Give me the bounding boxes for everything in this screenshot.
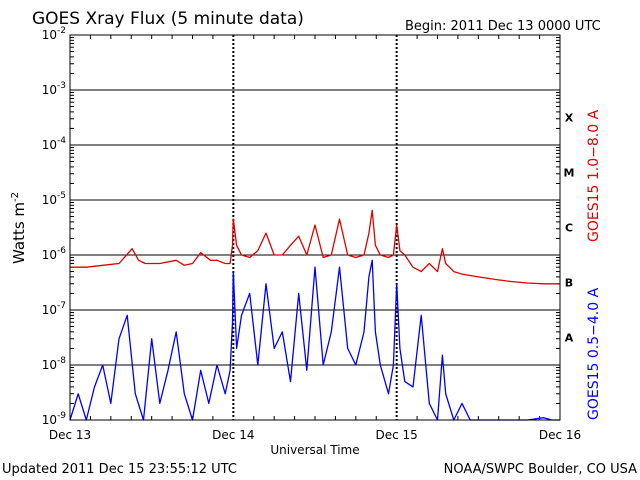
x-tick-labels: Dec 13 Dec 14 Dec 15 Dec 16	[49, 428, 581, 442]
series-lines	[69, 209, 560, 421]
y-axis-label: Watts m-2	[10, 192, 28, 264]
flare-class-label: X	[565, 112, 574, 125]
y-tick-label: 10-7	[42, 301, 66, 317]
x-axis-label: Universal Time	[270, 443, 359, 457]
x-tick-label: Dec 16	[539, 428, 581, 442]
y-tick-label: 10-3	[42, 81, 66, 97]
y-tick-label: 10-6	[42, 246, 67, 262]
x-tick-label: Dec 15	[376, 428, 418, 442]
updated-timestamp: Updated 2011 Dec 15 23:55:12 UTC	[2, 462, 237, 477]
y-tick-label: 10-9	[42, 411, 67, 427]
legend-long-channel: GOES15 1.0−8.0 A	[586, 109, 602, 242]
y-tick-labels: 10-9 10-8 10-7 10-6 10-5 10-4 10-3 10-2	[42, 26, 67, 427]
y-tick-label: 10-5	[42, 191, 66, 207]
flare-class-labels: A B C M X	[564, 112, 575, 345]
chart-title: GOES Xray Flux (5 minute data)	[32, 9, 304, 29]
x-tick-label: Dec 13	[49, 428, 91, 442]
flare-class-label: A	[565, 332, 574, 345]
series-line-short-channel	[69, 259, 560, 421]
series-line-long-channel	[70, 209, 560, 285]
begin-label: Begin: 2011 Dec 13 0000 UTC	[405, 19, 601, 34]
credit-line: NOAA/SWPC Boulder, CO USA	[444, 462, 637, 477]
y-tick-label: 10-8	[42, 356, 67, 372]
plot-frame	[69, 34, 561, 421]
x-tick-label: Dec 14	[212, 428, 254, 442]
legend-short-channel: GOES15 0.5−4.0 A	[586, 287, 602, 420]
flare-class-label: C	[565, 222, 573, 235]
y-tick-label: 10-2	[42, 26, 66, 42]
flare-class-label: M	[564, 167, 575, 180]
flare-class-label: B	[565, 277, 573, 290]
y-tick-label: 10-4	[42, 136, 67, 152]
